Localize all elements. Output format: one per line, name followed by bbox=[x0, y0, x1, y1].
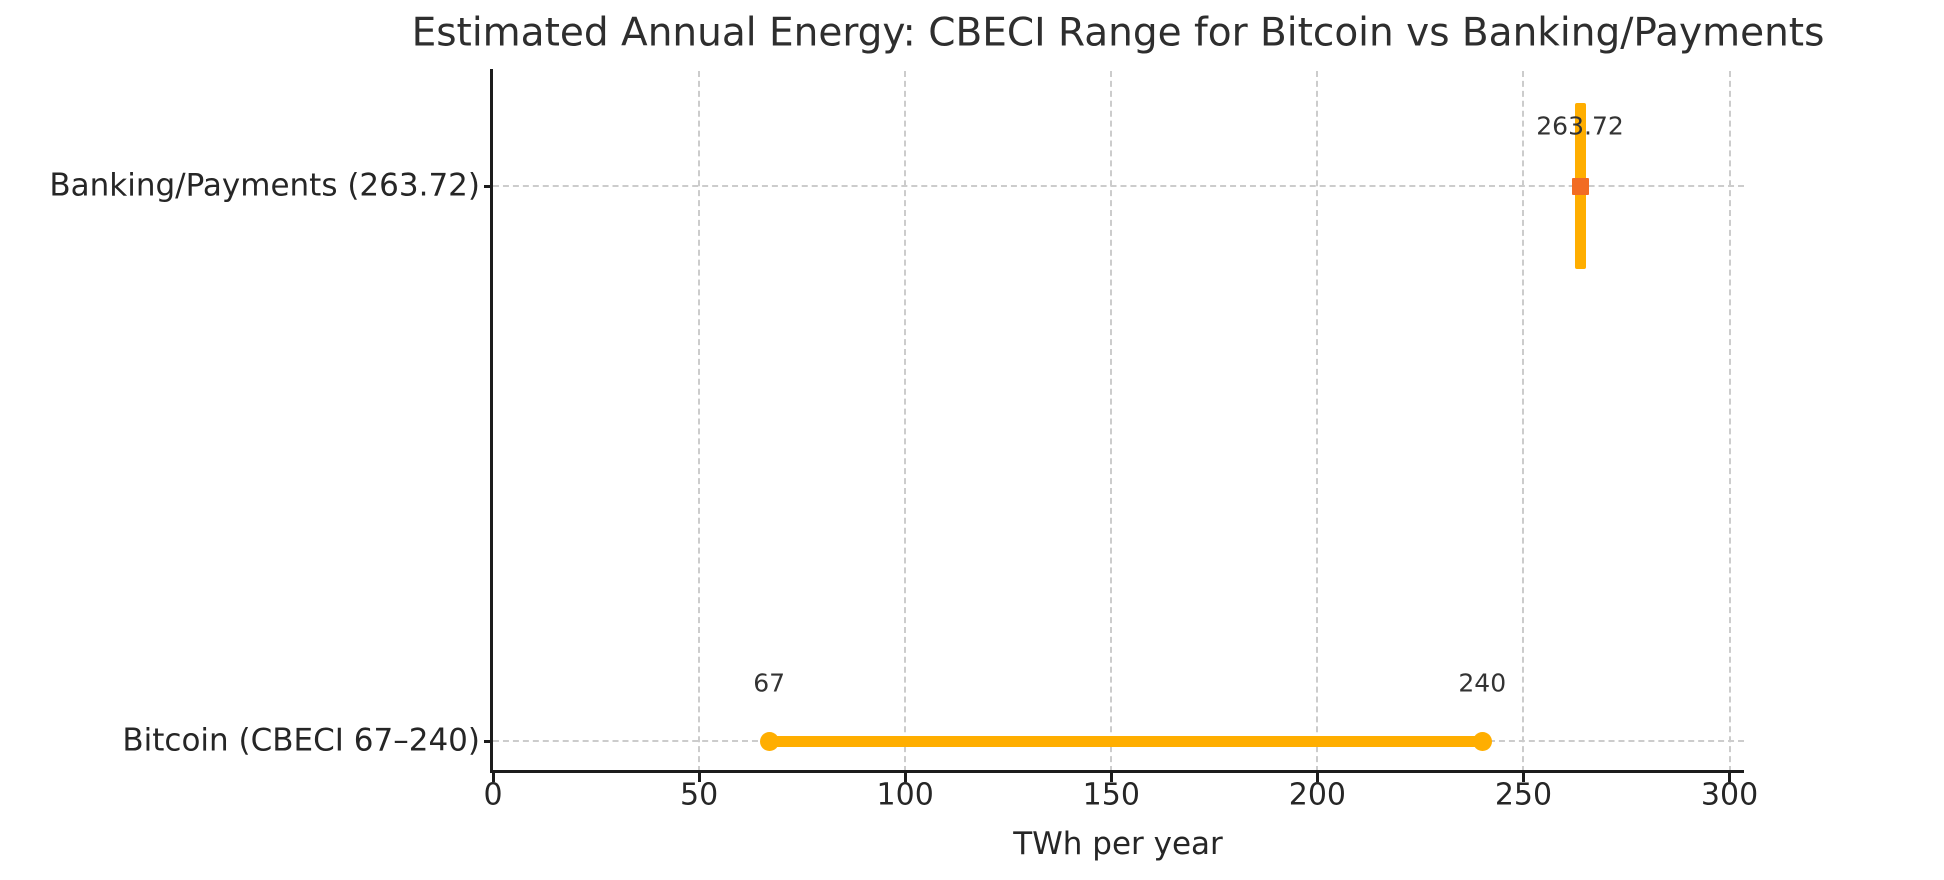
y-category-label: Banking/Payments (263.72) bbox=[49, 167, 480, 204]
chart-title: Estimated Annual Energy: CBECI Range for… bbox=[411, 10, 1825, 56]
x-tick-label: 50 bbox=[680, 777, 719, 813]
x-gridline bbox=[1728, 71, 1731, 772]
annotation-range-low: 67 bbox=[753, 668, 786, 698]
x-gridline bbox=[1316, 71, 1319, 772]
x-tick-mark bbox=[1315, 773, 1319, 782]
x-tick-label: 100 bbox=[876, 777, 934, 813]
range-low-marker bbox=[759, 731, 779, 751]
x-gridline bbox=[1522, 71, 1525, 772]
y-gridline bbox=[493, 185, 1744, 187]
x-tick-label: 0 bbox=[483, 777, 503, 813]
y-category-label: Bitcoin (CBECI 67–240) bbox=[122, 722, 480, 759]
x-gridline bbox=[698, 71, 701, 772]
x-gridline bbox=[904, 71, 907, 772]
y-axis-spine bbox=[490, 69, 493, 773]
x-tick-mark bbox=[903, 773, 907, 782]
annotation-point-value: 263.72 bbox=[1536, 111, 1624, 141]
x-tick-mark bbox=[697, 773, 701, 782]
range-high-marker bbox=[1472, 731, 1492, 751]
x-tick-label: 250 bbox=[1494, 777, 1553, 813]
x-tick-mark bbox=[1521, 773, 1525, 782]
plot-area: 263.72 67 240 bbox=[493, 71, 1744, 772]
x-tick-label: 200 bbox=[1288, 777, 1347, 813]
x-tick-mark bbox=[491, 773, 495, 782]
x-tick-label: 300 bbox=[1700, 777, 1759, 813]
x-tick-label: 150 bbox=[1082, 777, 1140, 813]
x-tick-mark bbox=[1109, 773, 1113, 782]
point-square-marker bbox=[1571, 177, 1589, 195]
y-tick-mark bbox=[484, 739, 493, 743]
x-tick-mark bbox=[1728, 773, 1732, 782]
annotation-range-high: 240 bbox=[1458, 668, 1507, 698]
x-axis-spine bbox=[490, 770, 1744, 773]
x-axis-title: TWh per year bbox=[1013, 826, 1223, 862]
x-gridline bbox=[1110, 71, 1113, 772]
range-line-bitcoin bbox=[769, 735, 1483, 747]
y-tick-mark bbox=[484, 184, 493, 188]
